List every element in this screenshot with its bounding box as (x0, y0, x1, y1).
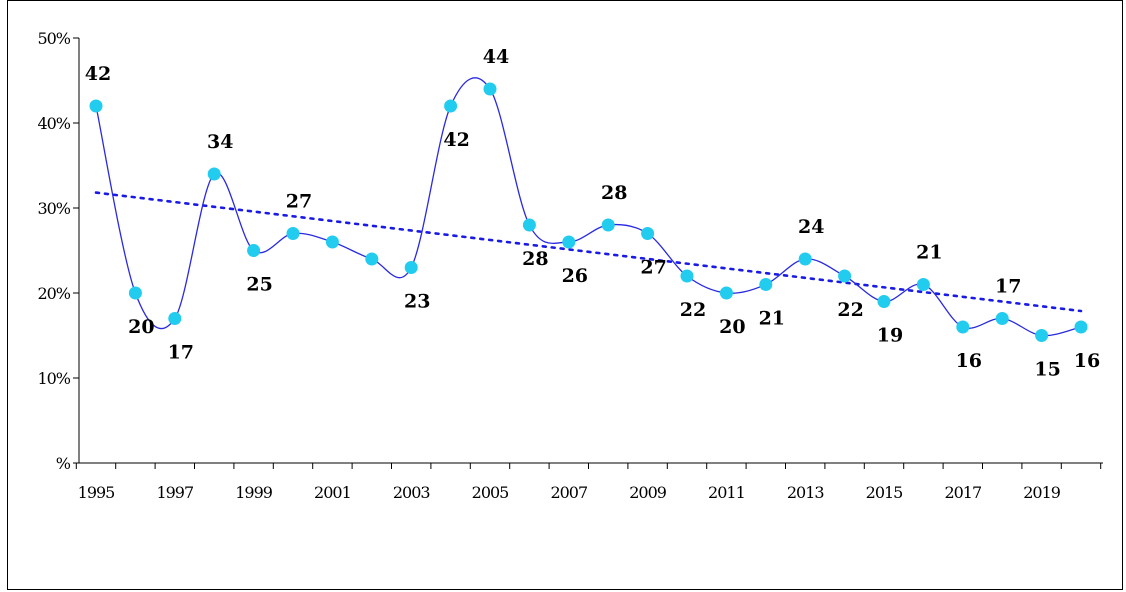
axes: % 10% 20% 30% 40% 50% 1995 1997 1999 2001 2003 2005… (37, 29, 1103, 502)
data-label: 17 (168, 342, 194, 364)
data-point (601, 218, 615, 232)
data-point (483, 82, 497, 96)
x-tick-label: 2007 (550, 483, 588, 502)
x-tick-label: 2017 (944, 483, 982, 502)
data-point (325, 235, 339, 249)
data-point (798, 252, 812, 266)
data-label: 20 (128, 316, 154, 338)
x-tick-label: 2015 (866, 483, 903, 502)
data-point (168, 312, 182, 325)
data-label: 21 (759, 308, 785, 330)
data-label: 16 (1074, 350, 1100, 372)
data-point (916, 278, 930, 291)
x-tick-label: 2013 (787, 483, 824, 502)
data-point (365, 252, 379, 266)
y-tick-label: 30% (37, 199, 70, 218)
data-labels: 42 20 17 34 25 27 23 42 44 28 26 28 27 22 20 21 24 22 19 21… (85, 46, 1100, 381)
data-label: 21 (916, 242, 942, 264)
data-point (1074, 320, 1088, 334)
data-label: 34 (207, 131, 233, 153)
data-label: 28 (522, 248, 548, 270)
series-path (95, 77, 1082, 337)
data-label: 42 (85, 63, 111, 85)
x-tick-label: 2009 (629, 483, 667, 502)
y-tick-label: 40% (37, 114, 70, 133)
data-label: 17 (995, 276, 1021, 298)
data-point (877, 295, 891, 308)
data-point (128, 286, 142, 300)
data-label: 44 (483, 46, 509, 68)
data-label: 23 (404, 291, 430, 313)
data-label: 25 (246, 274, 272, 296)
x-tick-label: 1997 (156, 483, 194, 502)
x-tick-label: 2005 (472, 483, 509, 502)
data-label: 20 (719, 316, 745, 338)
data-label: 19 (877, 325, 903, 347)
y-tick-label: 10% (37, 369, 70, 388)
data-point (719, 286, 733, 300)
data-point (838, 269, 852, 283)
data-point (522, 218, 536, 232)
data-point (404, 261, 418, 274)
data-label: 22 (837, 299, 863, 321)
data-point (1035, 329, 1049, 342)
x-tick-label: 1995 (78, 483, 115, 502)
x-tick-label: 1999 (235, 483, 273, 502)
y-tick-label: % (56, 454, 71, 473)
data-label: 42 (443, 129, 469, 151)
data-label: 24 (798, 216, 824, 238)
series-line (95, 77, 1082, 337)
trendline-path (94, 191, 1083, 313)
data-point (641, 227, 655, 240)
data-point (89, 99, 103, 113)
x-tick-label: 2019 (1023, 483, 1061, 502)
data-markers (89, 82, 1088, 342)
data-point (444, 99, 458, 113)
x-tick-label: 2001 (314, 483, 351, 502)
data-point (680, 269, 694, 283)
y-tick-label: 20% (37, 284, 70, 303)
x-tick-label: 2003 (393, 483, 430, 502)
data-point (207, 167, 221, 181)
data-label: 28 (601, 182, 627, 204)
data-point (995, 312, 1009, 325)
x-tick-label: 2011 (708, 483, 745, 502)
data-label: 22 (680, 299, 706, 321)
data-point (956, 320, 970, 334)
data-label: 27 (640, 257, 666, 279)
data-point (286, 227, 300, 240)
data-label: 26 (562, 265, 588, 287)
data-point (759, 278, 773, 291)
data-point (247, 244, 261, 257)
data-label: 15 (1034, 359, 1060, 381)
data-label: 27 (286, 191, 312, 213)
y-tick-label: 50% (37, 29, 70, 48)
data-point (562, 235, 576, 249)
trendline (94, 191, 1083, 313)
data-label: 16 (956, 350, 982, 372)
